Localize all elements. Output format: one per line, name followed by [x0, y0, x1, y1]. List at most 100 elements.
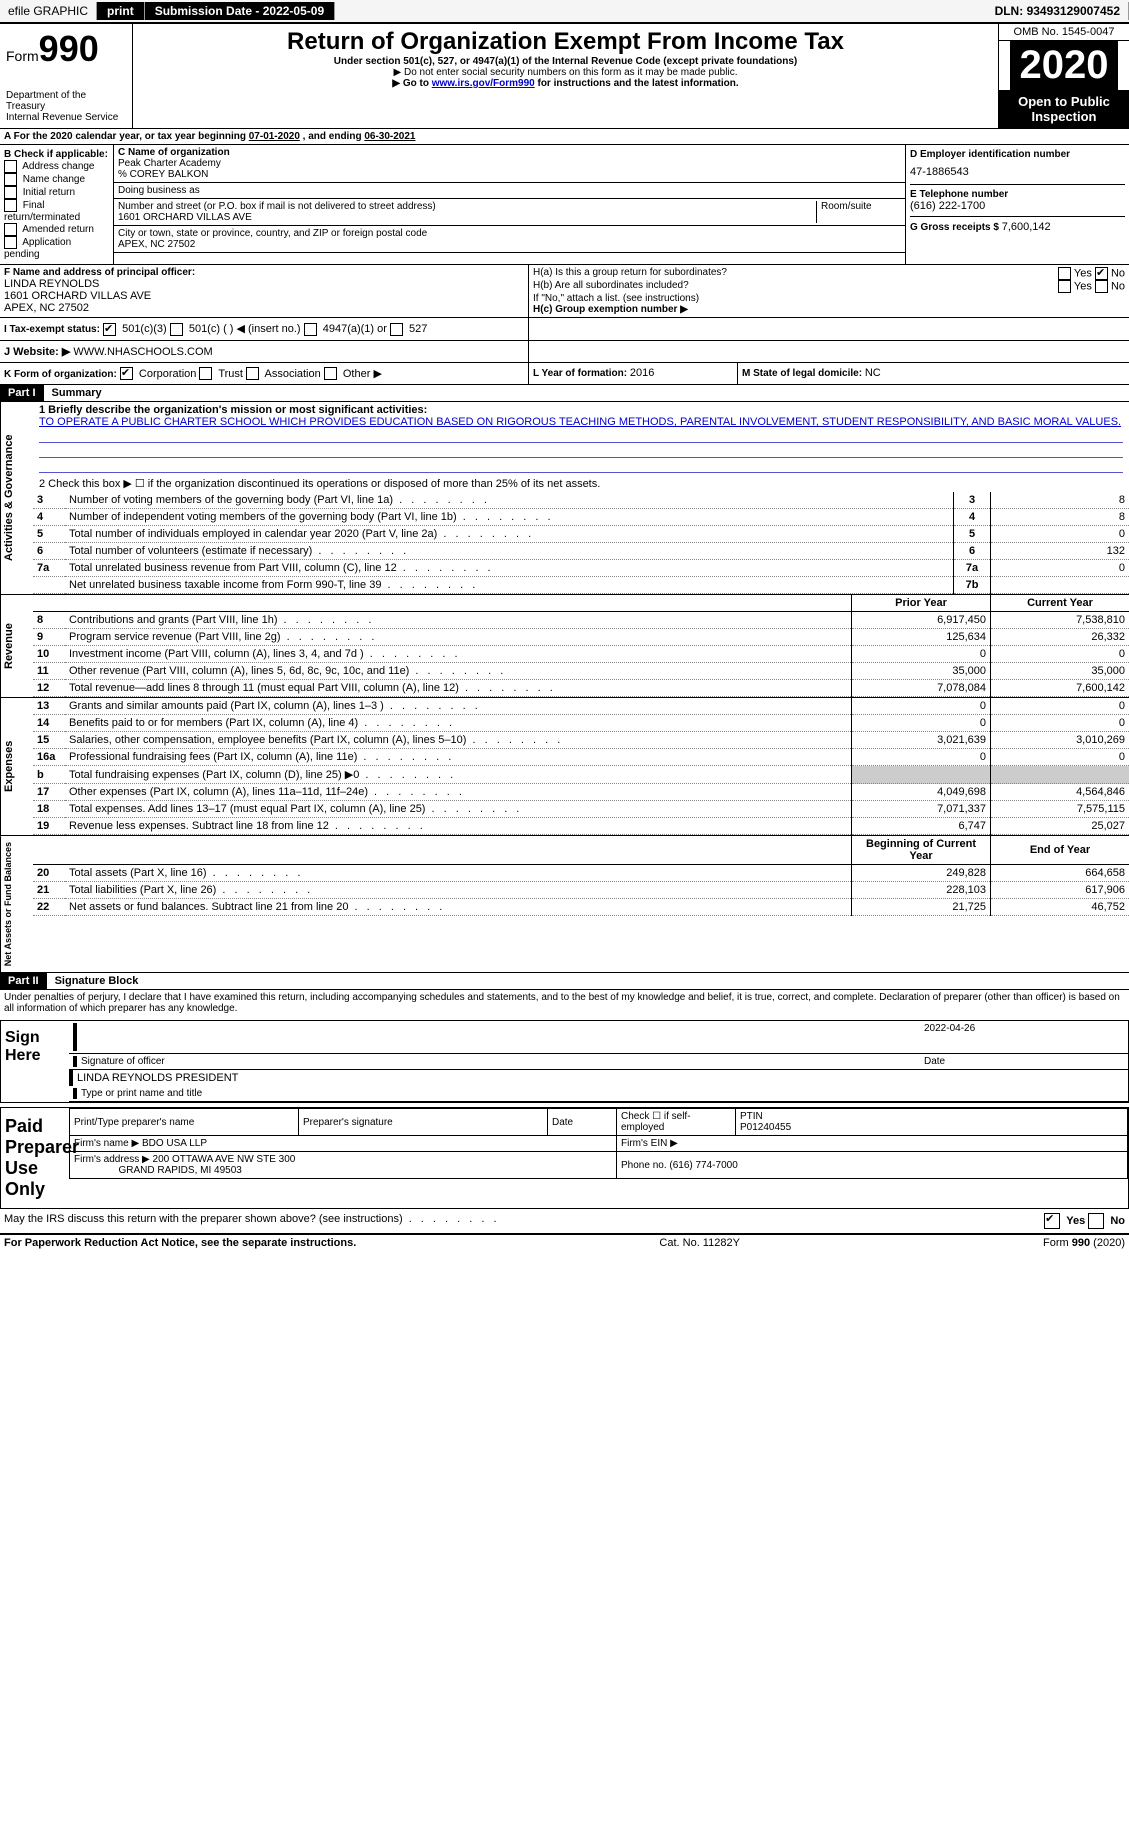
part-i-header: Part I [0, 385, 44, 401]
penalty-statement: Under penalties of perjury, I declare th… [0, 990, 1129, 1016]
date-label: Date [924, 1056, 1124, 1067]
cat-no: Cat. No. 11282Y [659, 1237, 740, 1249]
vlabel-revenue: Revenue [0, 595, 33, 697]
h-a-label: H(a) Is this a group return for subordin… [533, 267, 727, 280]
may-irs-row: May the IRS discuss this return with the… [0, 1209, 1129, 1234]
section-h: H(a) Is this a group return for subordin… [529, 265, 1129, 317]
dba-label: Doing business as [114, 183, 905, 199]
self-employed-check: Check ☐ if self-employed [617, 1109, 736, 1136]
part-ii-title: Signature Block [47, 973, 147, 989]
firm-name-label: Firm's name ▶ [74, 1138, 139, 1149]
officer-addr1: 1601 ORCHARD VILLAS AVE [4, 290, 524, 302]
part-i-title: Summary [44, 385, 110, 401]
checkbox[interactable] [4, 186, 17, 199]
firm-phone: (616) 774-7000 [669, 1160, 737, 1171]
line1-label: 1 Briefly describe the organization's mi… [39, 404, 1123, 416]
part-ii-header: Part II [0, 973, 47, 989]
dept-treasury: Department of the Treasury [6, 90, 126, 112]
ein: 47-1886543 [910, 160, 1125, 184]
phone-label: E Telephone number [910, 189, 1125, 200]
irs-label: Internal Revenue Service [6, 112, 126, 123]
ha-no-checkbox[interactable] [1095, 267, 1108, 280]
form-number: Form990 [6, 28, 126, 70]
checkbox[interactable] [4, 173, 17, 186]
vlabel-netassets: Net Assets or Fund Balances [0, 836, 33, 972]
checkbox[interactable] [4, 160, 17, 173]
omb-number: OMB No. 1545-0047 [999, 24, 1129, 41]
section-k: K Form of organization: Corporation Trus… [0, 363, 529, 385]
note-ssn: ▶ Do not enter social security numbers o… [137, 67, 994, 78]
line2-label: 2 Check this box ▶ ☐ if the organization… [33, 475, 1129, 492]
irs-yes-checkbox[interactable] [1044, 1213, 1060, 1229]
section-c: C Name of organization Peak Charter Acad… [114, 145, 905, 183]
vlabel-governance: Activities & Governance [0, 402, 33, 594]
form-subtitle: Under section 501(c), 527, or 4947(a)(1)… [137, 56, 994, 67]
section-b-label: B Check if applicable: [4, 149, 109, 160]
prep-date-label: Date [548, 1109, 617, 1136]
topbar: efile GRAPHIC print Submission Date - 20… [0, 0, 1129, 24]
pra-notice: For Paperwork Reduction Act Notice, see … [4, 1237, 356, 1249]
signature-date: 2022-04-26 [924, 1023, 1124, 1051]
submission-date: Submission Date - 2022-05-09 [145, 2, 335, 20]
tax-year: 2020 [1010, 41, 1119, 90]
section-l: L Year of formation: 2016 [529, 363, 738, 385]
ha-yes-checkbox[interactable] [1058, 267, 1071, 280]
corp-checkbox[interactable] [120, 367, 133, 380]
h-b-label: H(b) Are all subordinates included? [533, 280, 689, 293]
type-name-label: Type or print name and title [73, 1088, 1124, 1099]
print-button[interactable]: print [97, 2, 145, 20]
org-name: Peak Charter Academy [118, 158, 901, 169]
section-m: M State of legal domicile: NC [738, 363, 1129, 385]
501c-checkbox[interactable] [170, 323, 183, 336]
city-state-zip: APEX, NC 27502 [118, 239, 901, 250]
gross-receipts-label: G Gross receipts $ [910, 222, 1002, 233]
firm-name: BDO USA LLP [142, 1138, 207, 1149]
firm-phone-label: Phone no. [621, 1160, 669, 1171]
h-b-note: If "No," attach a list. (see instruction… [533, 293, 1125, 304]
assoc-checkbox[interactable] [246, 367, 259, 380]
checkbox[interactable] [4, 236, 17, 249]
paid-preparer-label: Paid Preparer Use Only [1, 1108, 69, 1208]
checkbox[interactable] [4, 199, 17, 212]
note-goto: ▶ Go to www.irs.gov/Form990 for instruct… [137, 78, 994, 89]
gross-receipts: 7,600,142 [1002, 221, 1051, 233]
instructions-link[interactable]: www.irs.gov/Form990 [432, 78, 535, 89]
open-public-badge: Open to Public Inspection [999, 90, 1129, 128]
ptin-label: PTIN [740, 1111, 763, 1122]
checkbox[interactable] [4, 223, 17, 236]
section-b: B Check if applicable: Address change Na… [0, 145, 114, 264]
other-checkbox[interactable] [324, 367, 337, 380]
hb-yes-checkbox[interactable] [1058, 280, 1071, 293]
sig-officer-label: Signature of officer [73, 1056, 924, 1067]
addr-label: Number and street (or P.O. box if mail i… [118, 201, 816, 212]
footer: For Paperwork Reduction Act Notice, see … [0, 1234, 1129, 1251]
vlabel-expenses: Expenses [0, 698, 33, 835]
website-url: WWW.NHASCHOOLS.COM [70, 346, 212, 358]
hb-no-checkbox[interactable] [1095, 280, 1108, 293]
street-address: 1601 ORCHARD VILLAS AVE [118, 212, 816, 223]
care-of: % COREY BALKON [118, 169, 901, 180]
preparer-name-label: Print/Type preparer's name [70, 1109, 299, 1136]
firm-addr1: 200 OTTAWA AVE NW STE 300 [153, 1154, 296, 1165]
trust-checkbox[interactable] [199, 367, 212, 380]
527-checkbox[interactable] [390, 323, 403, 336]
mission-text: TO OPERATE A PUBLIC CHARTER SCHOOL WHICH… [39, 416, 1123, 428]
form-title: Return of Organization Exempt From Incom… [137, 28, 994, 56]
4947-checkbox[interactable] [304, 323, 317, 336]
room-suite-label: Room/suite [816, 201, 901, 223]
firm-addr-label: Firm's address ▶ [74, 1154, 150, 1165]
ein-label: D Employer identification number [910, 149, 1125, 160]
dln: DLN: 93493129007452 [987, 2, 1129, 20]
city-label: City or town, state or province, country… [118, 228, 901, 239]
firm-ein-label: Firm's EIN ▶ [617, 1136, 1128, 1152]
section-f: F Name and address of principal officer:… [0, 265, 529, 317]
ptin-value: P01240455 [740, 1122, 791, 1133]
501c3-checkbox[interactable] [103, 323, 116, 336]
h-c-label: H(c) Group exemption number ▶ [533, 304, 1125, 315]
officer-name-title: LINDA REYNOLDS PRESIDENT [69, 1070, 1128, 1086]
section-i: I Tax-exempt status: 501(c)(3) 501(c) ( … [0, 318, 529, 340]
form-footer: Form 990 (2020) [1043, 1237, 1125, 1249]
irs-no-checkbox[interactable] [1088, 1213, 1104, 1229]
form-header: Form990 Department of the Treasury Inter… [0, 24, 1129, 129]
efile-label: efile GRAPHIC [0, 2, 97, 20]
